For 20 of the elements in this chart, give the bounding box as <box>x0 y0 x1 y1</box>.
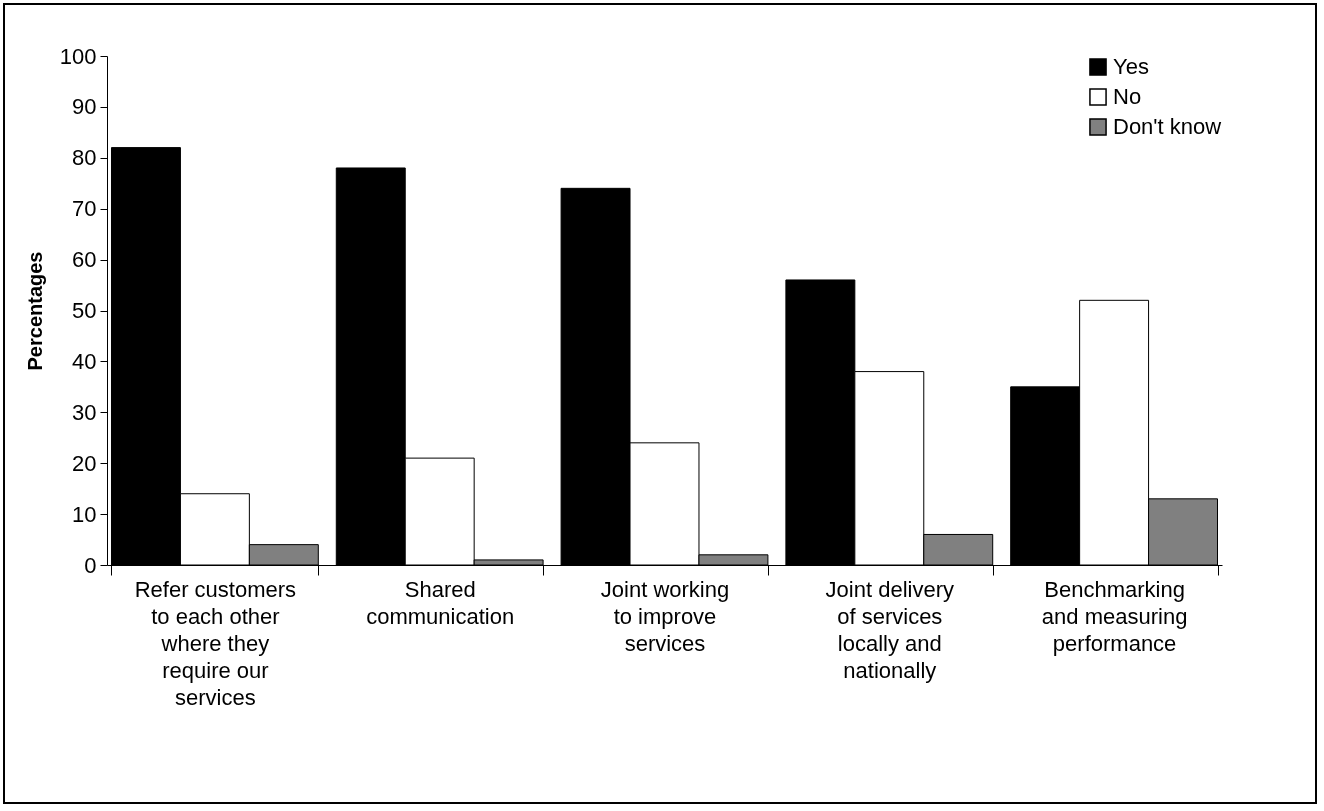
y-tick-label: 50 <box>72 298 97 323</box>
x-tick-label: Joint working to improve services <box>600 576 730 656</box>
x-tick-label: Refer customers to each other where they require our services <box>134 576 297 710</box>
x-tick-label: Joint delivery of services locally and nationally <box>825 576 954 683</box>
legend-label: Don't know <box>1113 114 1222 139</box>
y-tick-label: 100 <box>59 43 97 69</box>
y-tick-label: 0 <box>84 552 97 578</box>
y-tick-label: 30 <box>72 399 97 425</box>
x-tick-label: Shared communication <box>366 576 515 629</box>
legend-label: No <box>1113 84 1142 109</box>
y-tick-label: 80 <box>72 145 97 171</box>
y-tick-label: 10 <box>72 501 97 527</box>
y-axis-title: Percentages <box>23 251 46 371</box>
y-tick-label: 20 <box>72 450 97 476</box>
y-tick-label: 70 <box>72 196 97 222</box>
y-tick-label: 60 <box>72 247 97 273</box>
y-tick-label: 90 <box>72 94 97 120</box>
x-tick-label: Benchmarking and measuring performance <box>1041 576 1188 656</box>
legend-label: Yes <box>1113 54 1149 79</box>
y-tick-label: 40 <box>72 348 97 374</box>
